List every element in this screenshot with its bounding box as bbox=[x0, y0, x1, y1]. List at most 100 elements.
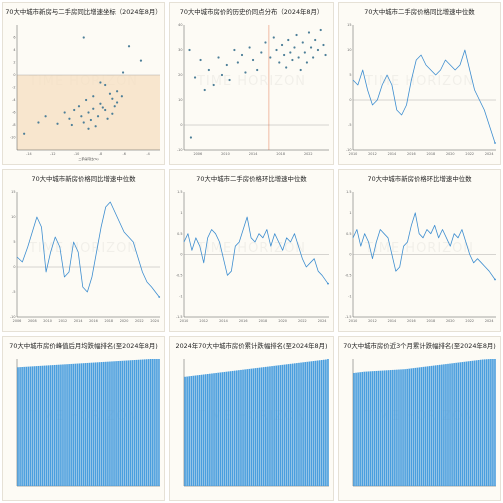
bar bbox=[43, 365, 46, 486]
bar bbox=[492, 359, 494, 486]
bar bbox=[254, 368, 257, 486]
scatter-point bbox=[233, 48, 236, 52]
scatter-point bbox=[260, 51, 263, 54]
bar bbox=[231, 370, 234, 486]
bar bbox=[481, 359, 484, 486]
scatter-point bbox=[80, 115, 83, 118]
scatter-point bbox=[322, 43, 325, 47]
x-tick-label: -6 bbox=[123, 152, 126, 156]
bar bbox=[264, 366, 267, 486]
bar bbox=[256, 367, 259, 486]
y-tick-label: 1 bbox=[180, 211, 182, 215]
bar bbox=[398, 369, 400, 486]
x-tick-label: -10 bbox=[74, 152, 80, 156]
x-tick-label: 2014 bbox=[219, 319, 228, 323]
bar bbox=[72, 363, 74, 486]
x-tick-label: 2010 bbox=[221, 152, 230, 156]
y-tick-label: 40 bbox=[178, 23, 182, 27]
scatter-point bbox=[251, 58, 255, 62]
bar bbox=[94, 362, 97, 486]
bar bbox=[27, 366, 30, 486]
bar bbox=[267, 366, 269, 486]
y-tick-label: -0.5 bbox=[176, 274, 183, 278]
scatter-point bbox=[193, 76, 197, 79]
bar bbox=[416, 367, 419, 486]
bar bbox=[152, 359, 154, 486]
bar bbox=[363, 371, 366, 486]
scatter-point bbox=[87, 127, 90, 130]
y-tick-label: 15 bbox=[11, 190, 15, 194]
bar bbox=[465, 361, 468, 486]
y-tick-label: 5 bbox=[349, 73, 351, 77]
bar bbox=[84, 363, 87, 486]
bar bbox=[211, 373, 213, 486]
bar bbox=[68, 364, 70, 486]
bar bbox=[373, 371, 376, 486]
x-tick-label: 2018 bbox=[104, 319, 113, 323]
bar bbox=[430, 365, 433, 486]
scatter-point bbox=[307, 31, 311, 34]
bar bbox=[404, 369, 406, 486]
bar bbox=[359, 372, 361, 486]
bar bbox=[184, 376, 186, 486]
bar bbox=[432, 365, 435, 486]
x-tick-label: 2016 bbox=[407, 319, 416, 323]
x-tick-label: 2024 bbox=[485, 152, 494, 156]
bar bbox=[281, 364, 284, 486]
bar bbox=[406, 368, 408, 486]
bar bbox=[225, 371, 228, 486]
scatter-point bbox=[203, 88, 206, 92]
chart-svg: -10 0 10 20 30 40 2006 2010 2014 2018 2022 bbox=[177, 23, 329, 156]
end-point bbox=[327, 282, 329, 285]
scatter-point bbox=[116, 90, 119, 93]
bar bbox=[154, 359, 156, 486]
bar bbox=[149, 359, 152, 486]
panel-line-new-mom: 70大中城市新房价格环比增速中位数 TIME HORIZON -1.5 -1 -0.… bbox=[338, 169, 501, 332]
bar bbox=[250, 368, 253, 486]
scatter-point bbox=[283, 53, 286, 57]
panel-title: 70大中城市二手房价格环比增速中位数 bbox=[196, 175, 307, 183]
bar bbox=[298, 362, 300, 486]
panel-title: 70大中城市房价的历史价同点分布（2024年8月） bbox=[179, 8, 324, 16]
bar bbox=[51, 365, 54, 486]
scatter-point bbox=[77, 105, 81, 108]
bar bbox=[473, 360, 476, 486]
bar bbox=[90, 362, 93, 486]
y-tick-label: 0 bbox=[349, 98, 351, 102]
x-tick-label: 2008 bbox=[28, 319, 37, 323]
x-tick-label: 2024 bbox=[485, 319, 494, 323]
scatter-point bbox=[127, 45, 131, 48]
bar bbox=[113, 361, 115, 486]
bar bbox=[45, 365, 48, 486]
x-tick-label: 2016 bbox=[89, 319, 98, 323]
bar bbox=[422, 366, 425, 486]
scatter-point bbox=[121, 71, 125, 74]
bar bbox=[209, 373, 211, 486]
scatter-point bbox=[87, 111, 90, 114]
bar bbox=[192, 375, 195, 486]
bar bbox=[408, 368, 410, 486]
bar bbox=[202, 374, 205, 486]
x-tick-label: 2012 bbox=[59, 319, 68, 323]
bar bbox=[379, 370, 382, 486]
bar bbox=[206, 373, 209, 486]
bar bbox=[357, 372, 359, 486]
bar bbox=[389, 370, 392, 486]
scatter-point bbox=[63, 111, 66, 114]
scatter-point bbox=[269, 56, 272, 59]
x-tick-label: 2020 bbox=[446, 319, 455, 323]
bar bbox=[119, 360, 121, 486]
bar bbox=[455, 362, 457, 486]
bar bbox=[219, 372, 222, 486]
x-tick-label: 2006 bbox=[193, 152, 202, 156]
scatter-point bbox=[225, 63, 228, 67]
bar bbox=[200, 374, 203, 486]
scatter-point bbox=[199, 58, 202, 62]
bar bbox=[428, 366, 431, 486]
bar bbox=[392, 369, 394, 486]
scatter-point bbox=[139, 59, 143, 62]
bar bbox=[439, 364, 441, 486]
x-tick-label: 2014 bbox=[249, 152, 258, 156]
bar bbox=[418, 367, 421, 486]
y-tick-label: -5 bbox=[348, 123, 351, 127]
